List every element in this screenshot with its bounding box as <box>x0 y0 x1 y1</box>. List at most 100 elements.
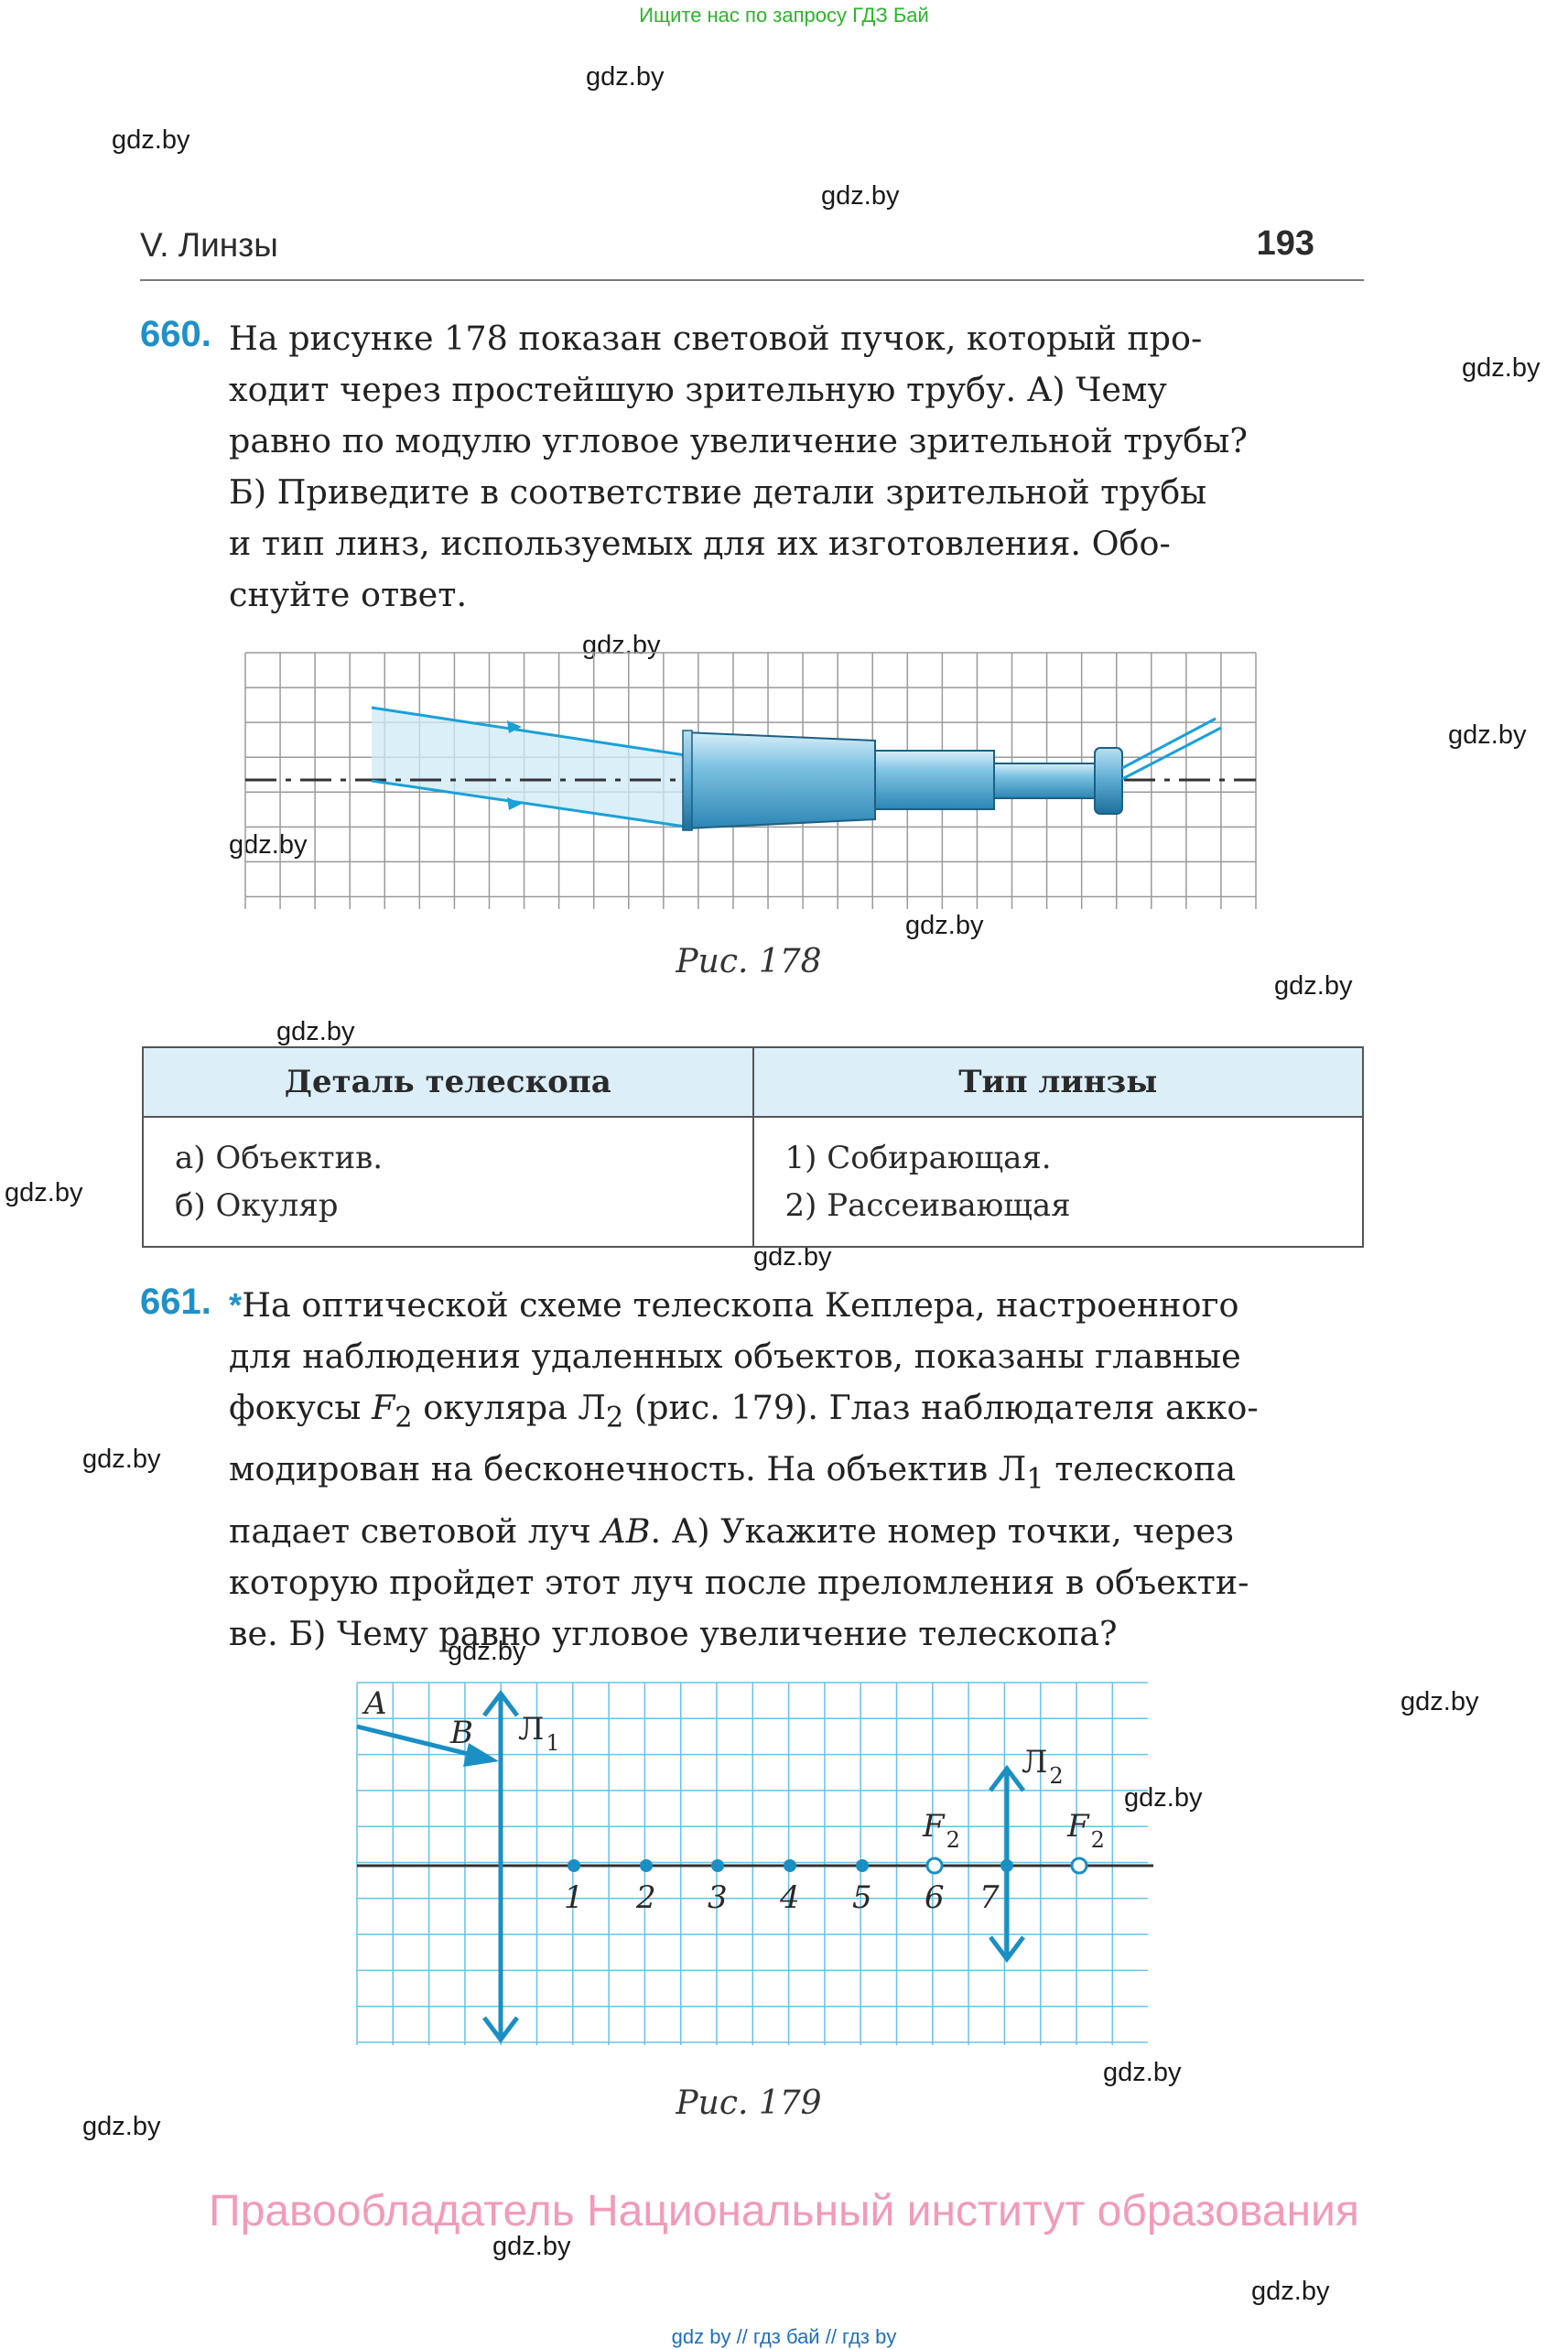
eyepiece-cap <box>1094 747 1123 815</box>
watermark: gdz.by <box>1124 1783 1203 1813</box>
text-fragment: падает световой луч <box>229 1510 602 1551</box>
lens-2-label: Л2 <box>1022 1744 1064 1789</box>
subscript: 2 <box>605 1402 624 1434</box>
watermark: gdz.by <box>753 1242 832 1272</box>
label-a: A <box>362 1685 387 1722</box>
symbol-ab: AB <box>601 1510 651 1551</box>
light-beam <box>372 708 686 827</box>
task-661-text: *На оптической схеме телескопа Кеплера, … <box>229 1280 1364 1660</box>
text-fragment: (рис. 179). Глаз наблюдателя акко- <box>623 1388 1259 1427</box>
text-fragment: модирован на бесконечность. На объектив … <box>229 1449 1027 1489</box>
task-660-text: На рисунке 178 показан световой пучок, к… <box>229 313 1364 621</box>
watermark: gdz.by <box>582 631 661 660</box>
point-3 <box>711 1859 724 1872</box>
table-cell-lens-types: 1) Собирающая. 2) Рассеивающая <box>752 1116 1364 1248</box>
point-label-2: 2 <box>635 1879 656 1916</box>
watermark: gdz.by <box>1274 971 1353 1001</box>
watermark: gdz.by <box>492 2232 571 2261</box>
text-line: *На оптической схеме телескопа Кеплера, … <box>229 1280 1364 1331</box>
watermark: gdz.by <box>276 1017 355 1046</box>
text-line: Б) Приведите в соответствие детали зрите… <box>229 472 1207 512</box>
text-line: которую пройдет этот луч после преломлен… <box>229 1562 1249 1602</box>
bottom-links[interactable]: gdz by // гдз бай // гдз by <box>671 2325 897 2348</box>
text-line: и тип линз, используемых для их изготовл… <box>229 524 1171 563</box>
point-5 <box>856 1859 869 1872</box>
point-label-1: 1 <box>564 1879 584 1916</box>
exit-ray-lower <box>1121 726 1222 781</box>
watermark: gdz.by <box>1103 2058 1182 2087</box>
task-number-661: 661. <box>140 1282 211 1322</box>
point-4 <box>784 1859 796 1872</box>
objective-tube <box>685 731 876 830</box>
grid <box>356 1682 1148 2045</box>
middle-tube <box>874 750 995 810</box>
point-2 <box>640 1859 653 1872</box>
text-fragment: телескопа <box>1044 1449 1237 1489</box>
list-item: 2) Рассеивающая <box>784 1187 1071 1224</box>
text-line: снуйте ответ. <box>229 575 468 614</box>
table-header-part: Деталь телескопа <box>142 1046 754 1118</box>
label-b: B <box>449 1715 473 1751</box>
text-line: равно по модулю угловое увеличение зрите… <box>229 421 1248 460</box>
figure-179-kepler-scheme: A B 1 2 3 4 5 6 7 F2 F2 Л1 Л2 <box>356 1682 1153 2045</box>
watermark: gdz.by <box>82 2112 161 2141</box>
point-label-5: 5 <box>852 1879 872 1916</box>
arrow-icon <box>507 720 522 733</box>
matching-table: Деталь телескопа Тип линзы а) Объектив. … <box>142 1046 1364 1248</box>
point-label-4: 4 <box>779 1879 800 1916</box>
text-line: ходит через простейшую зрительную трубу.… <box>229 370 1167 409</box>
ray-lower <box>371 779 687 828</box>
text-fragment: окуляра Л <box>412 1388 606 1427</box>
watermark: gdz.by <box>1448 720 1527 750</box>
arrow-down-icon <box>989 1935 1025 1964</box>
copyright-notice: Правообладатель Национальный институт об… <box>209 2187 1359 2235</box>
text-line: фокусы F2 окуляра Л2 (рис. 179). Глаз на… <box>229 1382 1364 1444</box>
watermark: gdz.by <box>586 62 665 92</box>
point-1 <box>568 1859 580 1872</box>
text-fragment: . А) Укажите номер точки, через <box>650 1510 1234 1551</box>
watermark: gdz.by <box>905 911 984 940</box>
text-line: для наблюдения удаленных объектов, показ… <box>229 1337 1241 1376</box>
watermark: gdz.by <box>229 830 308 860</box>
objective-lens-cap <box>682 730 693 831</box>
list-item: 1) Собирающая. <box>784 1140 1052 1176</box>
focus-label-right: F2 <box>1066 1808 1105 1853</box>
figure-178-telescope <box>244 652 1257 909</box>
text-line: На рисунке 178 показан световой пучок, к… <box>229 319 1203 358</box>
text-fragment: фокусы <box>229 1388 372 1427</box>
figure-178-caption: Рис. 178 <box>676 943 822 980</box>
subscript: 2 <box>395 1402 413 1434</box>
point-label-3: 3 <box>708 1879 728 1916</box>
point-label-7: 7 <box>979 1879 1000 1916</box>
focus-point-right <box>1070 1856 1088 1875</box>
text-fragment: На оптической схеме телескопа Кеплера, н… <box>242 1285 1239 1325</box>
star-marker: * <box>229 1286 243 1324</box>
point-label-6: 6 <box>925 1879 945 1916</box>
point-7 <box>1000 1859 1013 1872</box>
section-title: V. Линзы <box>140 226 278 264</box>
watermark: gdz.by <box>112 125 190 155</box>
focus-point-left <box>925 1856 944 1875</box>
watermark: gdz.by <box>82 1445 161 1474</box>
watermark: gdz.by <box>5 1178 83 1207</box>
watermark: gdz.by <box>448 1637 526 1666</box>
list-item: б) Окуляр <box>175 1187 339 1224</box>
table-header-lens-type: Тип линзы <box>752 1046 1364 1118</box>
symbol-f: F <box>371 1388 395 1427</box>
focus-label-left: F2 <box>922 1808 960 1853</box>
page-number: 193 <box>1256 224 1314 263</box>
table-cell-parts: а) Объектив. б) Окуляр <box>142 1116 754 1248</box>
ray-ab <box>356 1724 477 1759</box>
lens-1-label: Л1 <box>518 1711 560 1756</box>
list-item: а) Объектив. <box>175 1140 384 1176</box>
watermark: gdz.by <box>821 181 900 211</box>
watermark: gdz.by <box>1251 2277 1330 2306</box>
arrow-icon <box>463 1743 499 1767</box>
watermark: gdz.by <box>1400 1687 1479 1716</box>
header-rule <box>140 279 1364 281</box>
exit-ray-upper <box>1121 717 1217 770</box>
ray-upper <box>371 706 687 757</box>
top-search-link[interactable]: Ищите нас по запросу ГДЗ Бай <box>639 4 929 27</box>
axis-points <box>568 1856 1088 1875</box>
text-line: ве. Б) Чему равно угловое увеличение тел… <box>229 1613 1118 1653</box>
